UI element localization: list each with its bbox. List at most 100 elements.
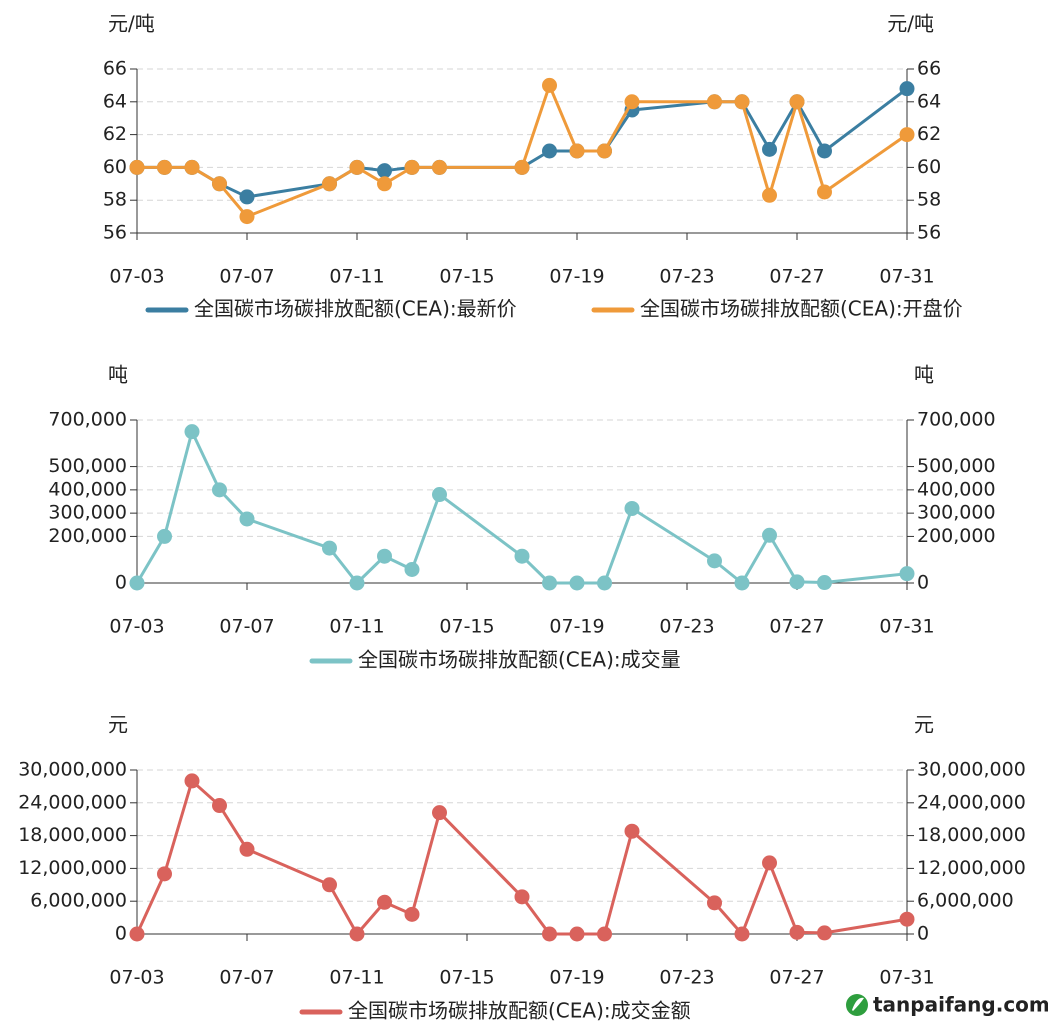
y-tick-label-right: 0 [917,923,929,945]
x-tick-label: 07-03 [109,266,164,288]
x-tick-label: 07-15 [439,967,494,989]
data-point [184,773,200,789]
y-tick-label-left: 62 [103,123,127,145]
data-point [212,798,227,814]
y-tick-label-left: 0 [115,923,127,945]
y-tick-label-left: 0 [115,572,127,594]
data-point [762,527,777,543]
data-point [817,575,832,591]
data-point [789,574,805,590]
data-point [542,143,557,159]
data-point [239,189,255,205]
y-axis-unit-right: 元/吨 [887,12,934,36]
data-point [597,926,612,942]
y-tick-label-left: 30,000,000 [18,759,127,781]
data-point [377,176,392,192]
x-tick-label: 07-11 [329,616,384,638]
y-tick-label-right: 300,000 [917,502,996,524]
data-point [789,94,805,110]
data-point [624,823,640,839]
y-tick-label-left: 700,000 [48,409,127,431]
y-tick-label-left: 56 [103,222,127,244]
data-point [542,926,557,942]
y-tick-label-right: 30,000,000 [917,759,1026,781]
data-point [184,159,200,175]
y-axis-unit-right: 吨 [914,363,934,387]
y-tick-label-right: 400,000 [917,478,996,500]
y-tick-label-left: 500,000 [48,455,127,477]
y-tick-label-left: 300,000 [48,502,127,524]
data-point [542,575,557,591]
y-axis-unit-left: 元 [108,713,128,737]
y-tick-label-right: 12,000,000 [917,857,1026,879]
y-tick-label-right: 500,000 [917,455,996,477]
x-tick-label: 07-27 [769,967,824,989]
series-line-1 [135,779,908,936]
data-point [377,894,392,910]
data-point [707,895,722,911]
y-tick-label-right: 56 [917,222,941,244]
x-tick-label: 07-19 [549,616,604,638]
y-tick-label-left: 64 [103,90,127,112]
y-tick-label-left: 66 [103,58,127,80]
y-tick-label-left: 400,000 [48,478,127,500]
data-point [569,575,585,591]
data-point [597,575,612,591]
data-point [734,926,750,942]
data-point [404,561,420,577]
y-tick-label-right: 64 [917,90,941,112]
data-point [899,81,915,97]
data-point [817,925,832,941]
x-tick-label: 07-15 [439,266,494,288]
x-tick-label: 07-15 [439,616,494,638]
x-tick-label: 07-11 [329,967,384,989]
data-point [239,209,255,225]
y-tick-label-left: 200,000 [48,525,127,547]
x-tick-label: 07-23 [659,266,714,288]
y-tick-label-right: 60 [917,156,941,178]
chart-panel-2: 吨吨0 0200,000 200,000300,000 300,000400,000 4… [48,363,995,672]
x-tick-label: 07-03 [109,967,164,989]
legend-label: 全国碳市场碳排放配额(CEA):最新价 [194,297,517,321]
y-tick-label-right: 200,000 [917,525,996,547]
data-point [239,841,255,857]
data-point [514,159,530,175]
data-point [762,141,777,157]
data-point [762,855,777,871]
data-point [212,482,227,498]
x-tick-label: 07-27 [769,616,824,638]
y-tick-label-left: 6,000,000 [30,890,127,912]
data-point [432,487,447,503]
data-point [322,877,337,893]
y-tick-label-left: 24,000,000 [18,791,127,813]
data-point [157,866,172,882]
y-tick-label-left: 18,000,000 [18,824,127,846]
y-axis-unit-right: 元 [914,713,934,737]
data-point [514,889,530,905]
data-point [569,143,585,159]
data-point [542,77,557,93]
chart-panel-3: 元 元 0 0 6,000,000 6,000,000 12,000,000 12,000,0… [18,713,1026,1023]
watermark: tanpaifang.com [846,993,1048,1017]
x-tick-label: 07-31 [879,616,934,638]
data-point [349,926,365,942]
data-point [707,94,722,110]
x-tick-label: 07-27 [769,266,824,288]
y-tick-label-right: 24,000,000 [917,791,1026,813]
y-axis-unit-left: 元/吨 [108,12,155,36]
data-point [734,575,750,591]
y-tick-label-right: 58 [917,189,941,211]
data-point [212,176,227,192]
data-point [624,500,640,516]
y-tick-label-right: 66 [917,58,941,80]
x-tick-label: 07-03 [109,616,164,638]
x-tick-label: 07-23 [659,967,714,989]
leaf-shape-icon [852,997,864,1011]
data-point [157,159,172,175]
data-point [432,159,447,175]
data-point [762,187,777,203]
data-point [817,184,832,200]
data-point [514,548,530,564]
data-point [432,805,447,821]
